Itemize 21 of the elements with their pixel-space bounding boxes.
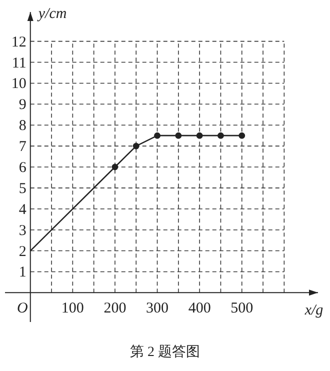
- y-tick-label: 5: [18, 180, 26, 197]
- x-tick-label: 300: [146, 300, 169, 317]
- y-tick-label: 9: [18, 97, 26, 114]
- y-tick-label: 3: [18, 222, 26, 239]
- x-tick-label: 400: [188, 300, 211, 317]
- x-tick-label: 500: [230, 300, 254, 317]
- x-tick-label: O: [16, 300, 28, 317]
- y-tick-label: 10: [11, 76, 26, 92]
- y-tick-label: 4: [18, 202, 27, 218]
- x-tick-label: 100: [61, 300, 84, 317]
- y-tick-label: 7: [18, 139, 27, 156]
- text: 第 2 题答图: [130, 344, 200, 360]
- y-tick-label: 1: [18, 264, 26, 281]
- y-axis-title: y/cm: [36, 6, 67, 22]
- y-tick-label: 12: [11, 34, 26, 50]
- y-tick-label: 2: [18, 244, 26, 260]
- y-tick-label: 6: [18, 160, 27, 176]
- x-tick-label: 200: [104, 300, 126, 317]
- y-tick-label: 8: [18, 118, 26, 134]
- y-tick-label: 11: [12, 55, 26, 72]
- x-axis-title: x/g: [304, 302, 324, 319]
